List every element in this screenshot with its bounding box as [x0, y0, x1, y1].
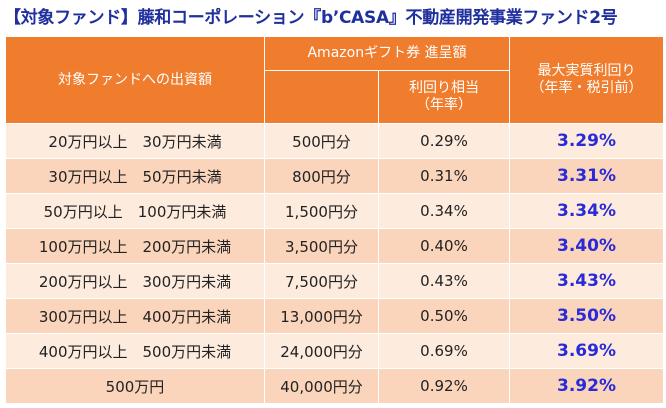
header-yield: 利回り相当 （年率）	[378, 70, 510, 124]
gift-amount-cell: 24,000円分	[264, 333, 379, 369]
investment-range-cell: 100万円以上 200万円未満	[5, 228, 265, 264]
max-yield-cell: 3.92%	[509, 368, 664, 404]
header-max-yield-line1: 最大実質利回り	[537, 63, 636, 79]
table-row: 400万円以上 500万円未満 24,000円分 0.69% 3.69%	[5, 333, 664, 369]
header-yield-line1: 利回り相当	[409, 80, 479, 96]
gift-amount-cell: 7,500円分	[264, 263, 379, 299]
investment-range-cell: 50万円以上 100万円未満	[5, 193, 265, 229]
investment-range-cell: 200万円以上 300万円未満	[5, 263, 265, 299]
yield-equivalent-cell: 0.31%	[378, 158, 510, 194]
investment-range-cell: 300万円以上 400万円未満	[5, 298, 265, 334]
header-yield-line2: （年率）	[416, 97, 472, 113]
max-yield-cell: 3.40%	[509, 228, 664, 264]
yield-equivalent-cell: 0.43%	[378, 263, 510, 299]
max-yield-cell: 3.43%	[509, 263, 664, 299]
page-title: 【対象ファンド】藤和コーポレーション『b’CASA』不動産開発事業ファンド2号	[4, 8, 618, 28]
gift-amount-cell: 40,000円分	[264, 368, 379, 404]
max-yield-cell: 3.29%	[509, 123, 664, 159]
max-yield-cell: 3.69%	[509, 333, 664, 369]
table-header: 対象ファンドへの出資額 Amazonギフト券 進呈額 最大実質利回り （年率・税…	[5, 36, 664, 124]
header-max-yield: 最大実質利回り （年率・税引前）	[509, 36, 664, 124]
yield-equivalent-cell: 0.34%	[378, 193, 510, 229]
header-investment: 対象ファンドへの出資額	[5, 36, 265, 124]
table-row: 50万円以上 100万円未満 1,500円分 0.34% 3.34%	[5, 193, 664, 229]
header-max-yield-line2: （年率・税引前）	[530, 80, 643, 96]
gift-amount-cell: 1,500円分	[264, 193, 379, 229]
yield-equivalent-cell: 0.69%	[378, 333, 510, 369]
table-body: 20万円以上 30万円未満 500円分 0.29% 3.29% 30万円以上 5…	[5, 123, 664, 404]
gift-amount-cell: 500円分	[264, 123, 379, 159]
table-row: 500万円 40,000円分 0.92% 3.92%	[5, 368, 664, 404]
header-gift-spacer	[264, 70, 379, 124]
fund-gift-table: 対象ファンドへの出資額 Amazonギフト券 進呈額 最大実質利回り （年率・税…	[5, 36, 664, 404]
yield-equivalent-cell: 0.29%	[378, 123, 510, 159]
gift-amount-cell: 13,000円分	[264, 298, 379, 334]
table-row: 20万円以上 30万円未満 500円分 0.29% 3.29%	[5, 123, 664, 159]
yield-equivalent-cell: 0.50%	[378, 298, 510, 334]
investment-range-cell: 30万円以上 50万円未満	[5, 158, 265, 194]
table-row: 30万円以上 50万円未満 800円分 0.31% 3.31%	[5, 158, 664, 194]
yield-equivalent-cell: 0.40%	[378, 228, 510, 264]
table-row: 200万円以上 300万円未満 7,500円分 0.43% 3.43%	[5, 263, 664, 299]
gift-amount-cell: 3,500円分	[264, 228, 379, 264]
table-row: 300万円以上 400万円未満 13,000円分 0.50% 3.50%	[5, 298, 664, 334]
max-yield-cell: 3.31%	[509, 158, 664, 194]
investment-range-cell: 400万円以上 500万円未満	[5, 333, 265, 369]
table-row: 100万円以上 200万円未満 3,500円分 0.40% 3.40%	[5, 228, 664, 264]
max-yield-cell: 3.50%	[509, 298, 664, 334]
investment-range-cell: 20万円以上 30万円未満	[5, 123, 265, 159]
yield-equivalent-cell: 0.92%	[378, 368, 510, 404]
gift-amount-cell: 800円分	[264, 158, 379, 194]
investment-range-cell: 500万円	[5, 368, 265, 404]
max-yield-cell: 3.34%	[509, 193, 664, 229]
header-gift: Amazonギフト券 進呈額	[264, 36, 510, 71]
